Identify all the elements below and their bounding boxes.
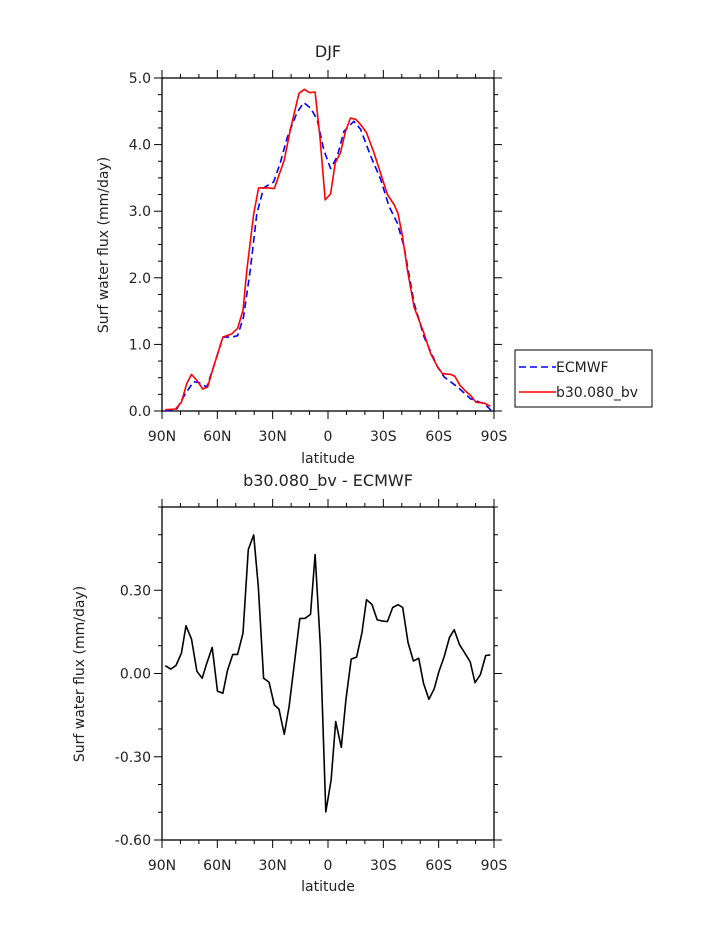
y-tick-label: -0.60	[115, 833, 151, 849]
plot-frame-2	[161, 506, 495, 841]
y-tick-label: 0.00	[120, 667, 151, 683]
x-tick-label: 90N	[148, 858, 176, 874]
y-tick-label: 3.0	[129, 204, 151, 220]
y-tick-label: 4.0	[129, 138, 151, 154]
x-tick-label: 90N	[148, 429, 176, 445]
x-tick-label: 60S	[425, 858, 452, 874]
y-tick-label: 2.0	[129, 271, 151, 287]
x-tick-label: 60N	[203, 429, 231, 445]
x-tick-label: 60N	[203, 858, 231, 874]
x-tick-label: 0	[324, 429, 333, 445]
chart-title: DJF	[315, 42, 341, 61]
series-line-b30-080-bv	[165, 88, 491, 411]
x-tick-label: 0	[324, 858, 333, 874]
plot-frame-1	[161, 77, 495, 412]
x-tick-label: 90S	[481, 858, 508, 874]
x-axis-label: latitude	[301, 879, 355, 895]
legend-label: b30.080_bv	[556, 385, 638, 401]
x-tick-label: 60S	[425, 429, 452, 445]
x-tick-label: 30S	[370, 858, 397, 874]
y-tick-label: 1.0	[129, 337, 151, 353]
y-tick-label: -0.30	[115, 750, 151, 766]
chart-title: b30.080_bv - ECMWF	[243, 471, 413, 491]
legend-box	[514, 349, 653, 408]
y-tick-label: 0.0	[129, 404, 151, 420]
y-tick-label: 0.30	[120, 583, 151, 599]
x-tick-label: 30N	[259, 429, 287, 445]
y-tick-label: 5.0	[129, 71, 151, 87]
x-tick-label: 30S	[370, 429, 397, 445]
y-axis-label: Surf water flux (mm/day)	[96, 157, 112, 333]
y-axis-label: Surf water flux (mm/day)	[72, 586, 88, 762]
series-line-difference	[164, 534, 491, 813]
x-tick-label: 30N	[259, 858, 287, 874]
x-axis-label: latitude	[301, 451, 355, 467]
legend-label: ECMWF	[556, 360, 609, 376]
x-tick-label: 90S	[481, 429, 508, 445]
